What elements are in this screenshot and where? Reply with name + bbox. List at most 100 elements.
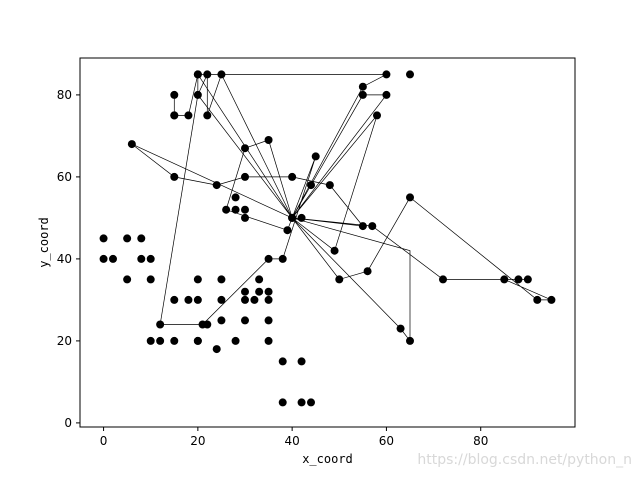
x-axis-label: x_coord [302,452,353,466]
data-point [278,254,287,263]
data-point [203,111,212,120]
data-point [278,398,287,407]
data-point [439,275,447,284]
data-point [241,144,249,153]
data-point [170,336,179,345]
data-point [217,70,226,79]
data-point [358,222,367,231]
data-point [382,90,391,99]
data-point [170,111,179,120]
data-point [523,275,532,284]
data-point [231,336,240,345]
data-point [283,226,292,235]
data-point [137,234,146,243]
data-point [382,70,391,79]
data-point [264,287,273,296]
data-point [146,336,155,345]
data-point [406,193,414,202]
data-point [123,234,132,243]
x-tick-label: 20 [190,434,205,448]
data-point [123,275,132,284]
data-point [288,213,297,222]
plot-frame [79,57,576,428]
data-point [547,295,556,304]
y-tick-label: 60 [57,170,72,184]
data-point [406,336,414,345]
data-point [203,70,212,79]
data-point [358,82,367,91]
data-point [212,181,221,190]
y-tick-label: 0 [64,416,72,430]
data-point [109,254,117,263]
data-point [358,90,367,99]
data-point [307,181,315,190]
data-point [297,357,306,366]
data-point [193,70,202,79]
data-point [241,205,249,214]
data-point [198,320,207,329]
data-point [184,295,193,304]
data-points [99,70,556,407]
data-point [99,234,108,243]
data-point [325,181,334,190]
x-tick-label: 40 [285,434,300,448]
data-point [514,275,523,284]
data-point [363,267,372,276]
x-tick-label: 60 [379,434,394,448]
data-point [193,336,202,345]
data-point [231,205,240,214]
data-point [170,295,179,304]
data-point [193,275,202,284]
data-point [533,295,542,304]
data-point [335,275,344,284]
data-point [193,295,202,304]
data-point [241,287,249,296]
data-point [217,275,226,284]
x-axis-ticks: 0 20 40 60 80 [100,427,488,448]
watermark: https://blog.csdn.net/python_n [417,452,632,468]
data-point [99,254,108,263]
data-point [373,111,381,120]
data-point [137,254,146,263]
data-point [368,222,377,231]
x-tick-label: 0 [100,434,108,448]
data-point [156,320,165,329]
data-point [278,357,287,366]
data-point [146,254,155,263]
y-axis-ticks: 0 20 40 60 80 [57,88,80,430]
data-point [127,140,136,149]
data-point [264,295,273,304]
data-point [184,111,193,120]
data-point [212,345,221,354]
data-point [264,336,273,345]
y-tick-label: 40 [57,252,72,266]
data-point [264,316,273,325]
data-point [255,275,264,284]
data-point [406,70,414,79]
data-point [241,316,249,325]
data-point [193,90,202,99]
data-point [241,295,249,304]
data-point [311,152,320,161]
data-point [250,295,259,304]
y-axis-label: y_coord [37,217,51,268]
data-point [264,136,273,144]
data-point [222,205,231,214]
x-tick-label: 80 [473,434,488,448]
data-point [170,172,179,181]
data-point [288,172,297,181]
data-point [231,193,240,202]
data-point [255,287,264,296]
data-point [396,324,405,333]
data-point [297,213,306,222]
route-line-1 [131,74,552,342]
data-point [241,213,249,222]
data-point [146,275,155,284]
y-tick-label: 20 [57,334,72,348]
data-point [156,336,165,345]
data-point [500,275,509,284]
y-tick-label: 80 [57,88,72,102]
data-point [217,295,226,304]
data-point [264,254,273,263]
